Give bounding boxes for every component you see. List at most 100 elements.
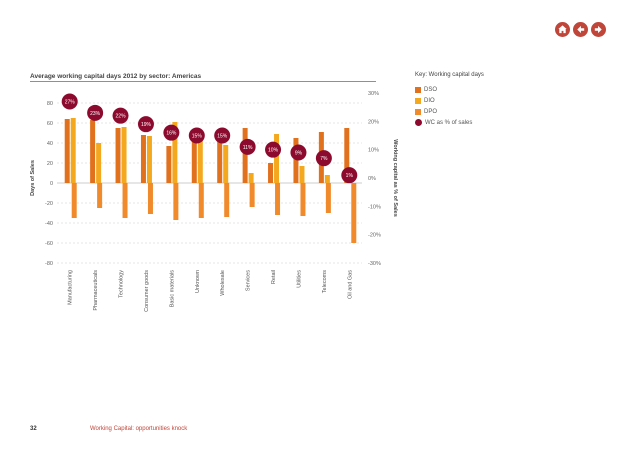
wc-point <box>239 138 256 155</box>
x-tick-label: Consumer goods <box>144 270 150 312</box>
legend-label-dio: DIO <box>424 97 435 104</box>
legend-item-dio: DIO <box>415 95 472 106</box>
bar-dio <box>248 173 254 183</box>
y2-tick-label: 10% <box>368 148 379 154</box>
wc-point <box>290 144 307 161</box>
bar-dio <box>274 134 280 183</box>
arrow-right-icon <box>594 25 602 34</box>
y2-tick-label: 30% <box>368 91 379 97</box>
bar-dio <box>146 136 152 183</box>
legend-swatch-dio <box>415 97 421 104</box>
x-tick-label: Retail <box>271 270 277 284</box>
legend-label-wc: WC as % of sales <box>425 119 473 126</box>
bar-dio <box>299 166 305 183</box>
bar-dio <box>223 145 229 183</box>
bar-dso <box>344 128 350 183</box>
bar-dso <box>90 120 96 183</box>
legend-item-wc: WC as % of sales <box>415 117 472 128</box>
legend-label-dpo: DPO <box>424 108 438 115</box>
bar-dio <box>121 127 127 183</box>
y2-tick-label: 0% <box>368 176 376 182</box>
legend-swatch-dpo <box>415 108 421 115</box>
wc-point-label: 27% <box>65 100 76 106</box>
bar-dso <box>242 128 248 183</box>
bar-dpo <box>71 183 77 218</box>
footer-title: Working Capital: opportunities knock <box>90 426 188 432</box>
bar-dio <box>96 143 102 183</box>
wc-point-label: 23% <box>90 111 101 117</box>
navigation-buttons <box>555 22 606 37</box>
wc-point <box>137 116 154 133</box>
bar-dso <box>140 135 146 183</box>
legend-item-dpo: DPO <box>415 106 472 117</box>
x-tick-label: Unknown <box>195 270 201 293</box>
legend-title: Key: Working capital days <box>415 72 484 78</box>
wc-point <box>61 93 78 110</box>
wc-point-label: 9% <box>295 151 303 157</box>
x-tick-label: Pharmaceuticals <box>93 270 99 311</box>
wc-point <box>315 150 332 167</box>
arrow-left-icon <box>577 25 585 34</box>
bar-dio <box>197 137 203 183</box>
x-tick-label: Basic materials <box>169 270 175 308</box>
x-tick-label: Manufacturing <box>68 270 74 305</box>
wc-point <box>163 124 180 141</box>
bar-dpo <box>147 183 153 214</box>
home-icon <box>558 25 567 34</box>
title-divider <box>30 81 376 82</box>
bar-dso <box>115 128 121 183</box>
bar-dso <box>268 163 274 183</box>
y2-tick-label: -20% <box>368 233 381 239</box>
wc-point <box>188 127 205 144</box>
y2-axis-title: Working capital as % of Sales <box>392 139 398 217</box>
wc-point-label: 22% <box>116 114 127 120</box>
bar-dso <box>166 146 172 183</box>
forward-button[interactable] <box>591 22 606 37</box>
y-tick-label: -60 <box>45 241 53 247</box>
wc-point-label: 1% <box>346 173 354 179</box>
y-tick-label: -20 <box>45 201 53 207</box>
y-axis-title: Days of Sales <box>30 160 36 196</box>
bar-dso <box>217 136 223 183</box>
bar-dso <box>293 138 299 183</box>
x-tick-label: Oil and Gas <box>347 270 353 299</box>
wc-point-label: 15% <box>217 134 228 140</box>
bar-dpo <box>300 183 306 216</box>
y-tick-label: 60 <box>47 121 53 127</box>
wc-point-label: 10% <box>268 148 279 154</box>
bar-dio <box>324 175 330 183</box>
legend-swatch-dso <box>415 86 421 93</box>
bar-dpo <box>351 183 357 243</box>
bar-dpo <box>122 183 128 218</box>
bar-dpo <box>198 183 204 218</box>
wc-point <box>341 167 358 184</box>
y-tick-label: 20 <box>47 161 53 167</box>
bar-dpo <box>275 183 281 215</box>
y2-tick-label: -10% <box>368 204 381 210</box>
y-tick-label: -40 <box>45 221 53 227</box>
home-button[interactable] <box>555 22 570 37</box>
bar-dio <box>70 118 76 183</box>
y-tick-label: 40 <box>47 141 53 147</box>
x-tick-label: Services <box>246 270 252 291</box>
y-tick-label: 0 <box>50 181 53 187</box>
wc-point-label: 16% <box>166 131 177 137</box>
legend: DSO DIO DPO WC as % of sales <box>415 84 472 128</box>
legend-label-dso: DSO <box>424 86 438 93</box>
x-tick-label: Technology <box>119 270 125 298</box>
bar-dso <box>64 119 70 183</box>
wc-point <box>87 104 104 121</box>
legend-item-dso: DSO <box>415 84 472 95</box>
wc-point <box>214 127 231 144</box>
bar-dio <box>172 122 178 183</box>
wc-point-label: 19% <box>141 122 152 128</box>
y2-tick-label: 20% <box>368 119 379 125</box>
wc-point <box>112 107 129 124</box>
legend-swatch-wc <box>415 119 422 126</box>
bar-dso <box>191 135 197 183</box>
bar-dpo <box>325 183 331 213</box>
back-button[interactable] <box>573 22 588 37</box>
wc-point-label: 15% <box>192 134 203 140</box>
x-tick-label: Wholesale <box>220 270 226 296</box>
